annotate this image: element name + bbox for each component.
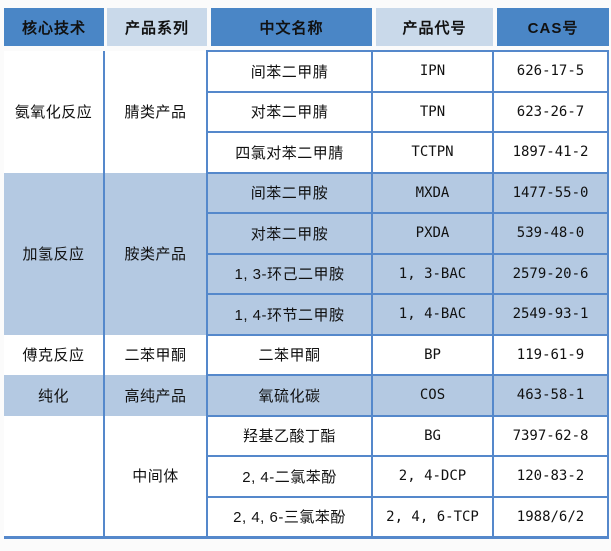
tech-cell: 纯化 [4, 375, 105, 416]
table-row: 对苯二甲腈 TPN 623-26-7 [4, 90, 609, 133]
cas-cell: 2549-93-1 [492, 293, 609, 336]
product-code-cell: 1, 3-BAC [371, 252, 494, 295]
product-code-cell: COS [371, 374, 494, 417]
cas-cell: 119-61-9 [492, 333, 609, 376]
series-cell: 腈类产品 [103, 51, 208, 173]
cas-cell: 539-48-0 [492, 212, 609, 255]
cas-cell: 626-17-5 [492, 50, 609, 93]
product-code-cell: TPN [371, 90, 494, 133]
product-name-cell: 二苯甲酮 [206, 333, 373, 376]
product-code-cell: BG [371, 414, 494, 457]
product-code-cell: TCTPN [371, 131, 494, 174]
cas-cell: 623-26-7 [492, 90, 609, 133]
table-header-row: 核心技术 产品系列 中文名称 产品代号 CAS号 [4, 8, 609, 46]
cas-cell: 463-58-1 [492, 374, 609, 417]
product-code-cell: IPN [371, 50, 494, 93]
series-cell: 高纯产品 [103, 375, 208, 416]
table-row: 1, 4-环节二甲胺 1, 4-BAC 2549-93-1 [4, 293, 609, 336]
tech-cell: 傅克反应 [4, 334, 105, 375]
product-name-cell: 羟基乙酸丁酯 [206, 414, 373, 457]
table-row: 2, 4, 6-三氯苯酚 2, 4, 6-TCP 1988/6/2 [4, 495, 609, 538]
table-row: 中间体 羟基乙酸丁酯 BG 7397-62-8 [4, 414, 609, 537]
table-row: 纯化 高纯产品 氧硫化碳 COS 463-58-1 [4, 374, 609, 417]
series-cell: 中间体 [103, 415, 208, 537]
product-code-cell: MXDA [371, 171, 494, 214]
product-code-cell: BP [371, 333, 494, 376]
product-name-cell: 1, 3-环己二甲胺 [206, 252, 373, 295]
product-table-body: 氨氧化反应 腈类产品 间苯二甲腈 IPN 626-17-5 对苯二甲腈 TPN … [4, 50, 609, 539]
tech-cell: 加氢反应 [4, 172, 105, 335]
tech-cell [4, 415, 105, 537]
table-row: 对苯二甲胺 PXDA 539-48-0 [4, 212, 609, 255]
table-row: 加氢反应 胺类产品 间苯二甲胺 MXDA 1477-55-0 [4, 171, 609, 335]
product-name-cell: 2, 4, 6-三氯苯酚 [206, 495, 373, 538]
cas-cell: 2579-20-6 [492, 252, 609, 295]
product-name-cell: 对苯二甲腈 [206, 90, 373, 133]
series-cell: 胺类产品 [103, 172, 208, 335]
product-name-cell: 四氯对苯二甲腈 [206, 131, 373, 174]
cas-cell: 7397-62-8 [492, 414, 609, 457]
product-name-cell: 2, 4-二氯苯酚 [206, 455, 373, 498]
product-code-cell: PXDA [371, 212, 494, 255]
table-row: 氨氧化反应 腈类产品 间苯二甲腈 IPN 626-17-5 [4, 50, 609, 173]
cas-cell: 120-83-2 [492, 455, 609, 498]
product-name-cell: 间苯二甲腈 [206, 50, 373, 93]
series-cell: 二苯甲酮 [103, 334, 208, 375]
header-core-technology: 核心技术 [4, 8, 104, 46]
product-name-cell: 氧硫化碳 [206, 374, 373, 417]
table-row: 傅克反应 二苯甲酮 二苯甲酮 BP 119-61-9 [4, 333, 609, 376]
product-code-cell: 2, 4-DCP [371, 455, 494, 498]
cas-cell: 1897-41-2 [492, 131, 609, 174]
tech-cell: 氨氧化反应 [4, 51, 105, 173]
table-row: 2, 4-二氯苯酚 2, 4-DCP 120-83-2 [4, 455, 609, 498]
product-code-cell: 1, 4-BAC [371, 293, 494, 336]
header-chinese-name: 中文名称 [211, 8, 372, 46]
product-name-cell: 1, 4-环节二甲胺 [206, 293, 373, 336]
header-product-code: 产品代号 [376, 8, 493, 46]
product-table: 核心技术 产品系列 中文名称 产品代号 CAS号 氨氧化反应 腈类产品 间苯二甲… [4, 8, 609, 539]
cas-cell: 1988/6/2 [492, 495, 609, 538]
product-code-cell: 2, 4, 6-TCP [371, 495, 494, 538]
product-name-cell: 对苯二甲胺 [206, 212, 373, 255]
header-product-series: 产品系列 [107, 8, 207, 46]
header-cas-number: CAS号 [497, 8, 609, 46]
table-row: 1, 3-环己二甲胺 1, 3-BAC 2579-20-6 [4, 252, 609, 295]
table-row: 四氯对苯二甲腈 TCTPN 1897-41-2 [4, 131, 609, 174]
product-name-cell: 间苯二甲胺 [206, 171, 373, 214]
cas-cell: 1477-55-0 [492, 171, 609, 214]
